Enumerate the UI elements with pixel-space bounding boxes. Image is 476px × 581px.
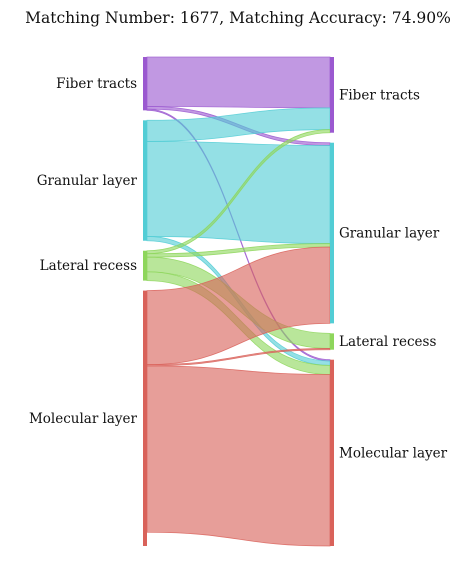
right-label-granular-layer: Granular layer (339, 226, 440, 242)
right-node-molecular-layer (330, 360, 334, 546)
left-label-lateral-recess: Lateral recess (40, 258, 137, 274)
left-node-granular-layer (143, 120, 147, 240)
left-node-fiber-tracts (143, 57, 147, 110)
link-fiber-tracts-to-fiber-tracts (147, 57, 330, 108)
left-label-molecular-layer: Molecular layer (29, 411, 138, 427)
right-node-lateral-recess (330, 333, 334, 349)
right-label-fiber-tracts: Fiber tracts (339, 87, 420, 103)
left-label-fiber-tracts: Fiber tracts (56, 76, 137, 92)
right-label-lateral-recess: Lateral recess (339, 334, 436, 350)
link-molecular-layer-to-molecular-layer (147, 366, 330, 546)
chart-title: Matching Number: 1677, Matching Accuracy… (25, 9, 451, 27)
right-label-molecular-layer: Molecular layer (339, 445, 448, 461)
flow-links (147, 57, 330, 546)
left-node-molecular-layer (143, 291, 147, 546)
right-node-granular-layer (330, 143, 334, 324)
left-label-granular-layer: Granular layer (37, 173, 138, 189)
right-node-fiber-tracts (330, 57, 334, 133)
left-node-lateral-recess (143, 251, 147, 281)
